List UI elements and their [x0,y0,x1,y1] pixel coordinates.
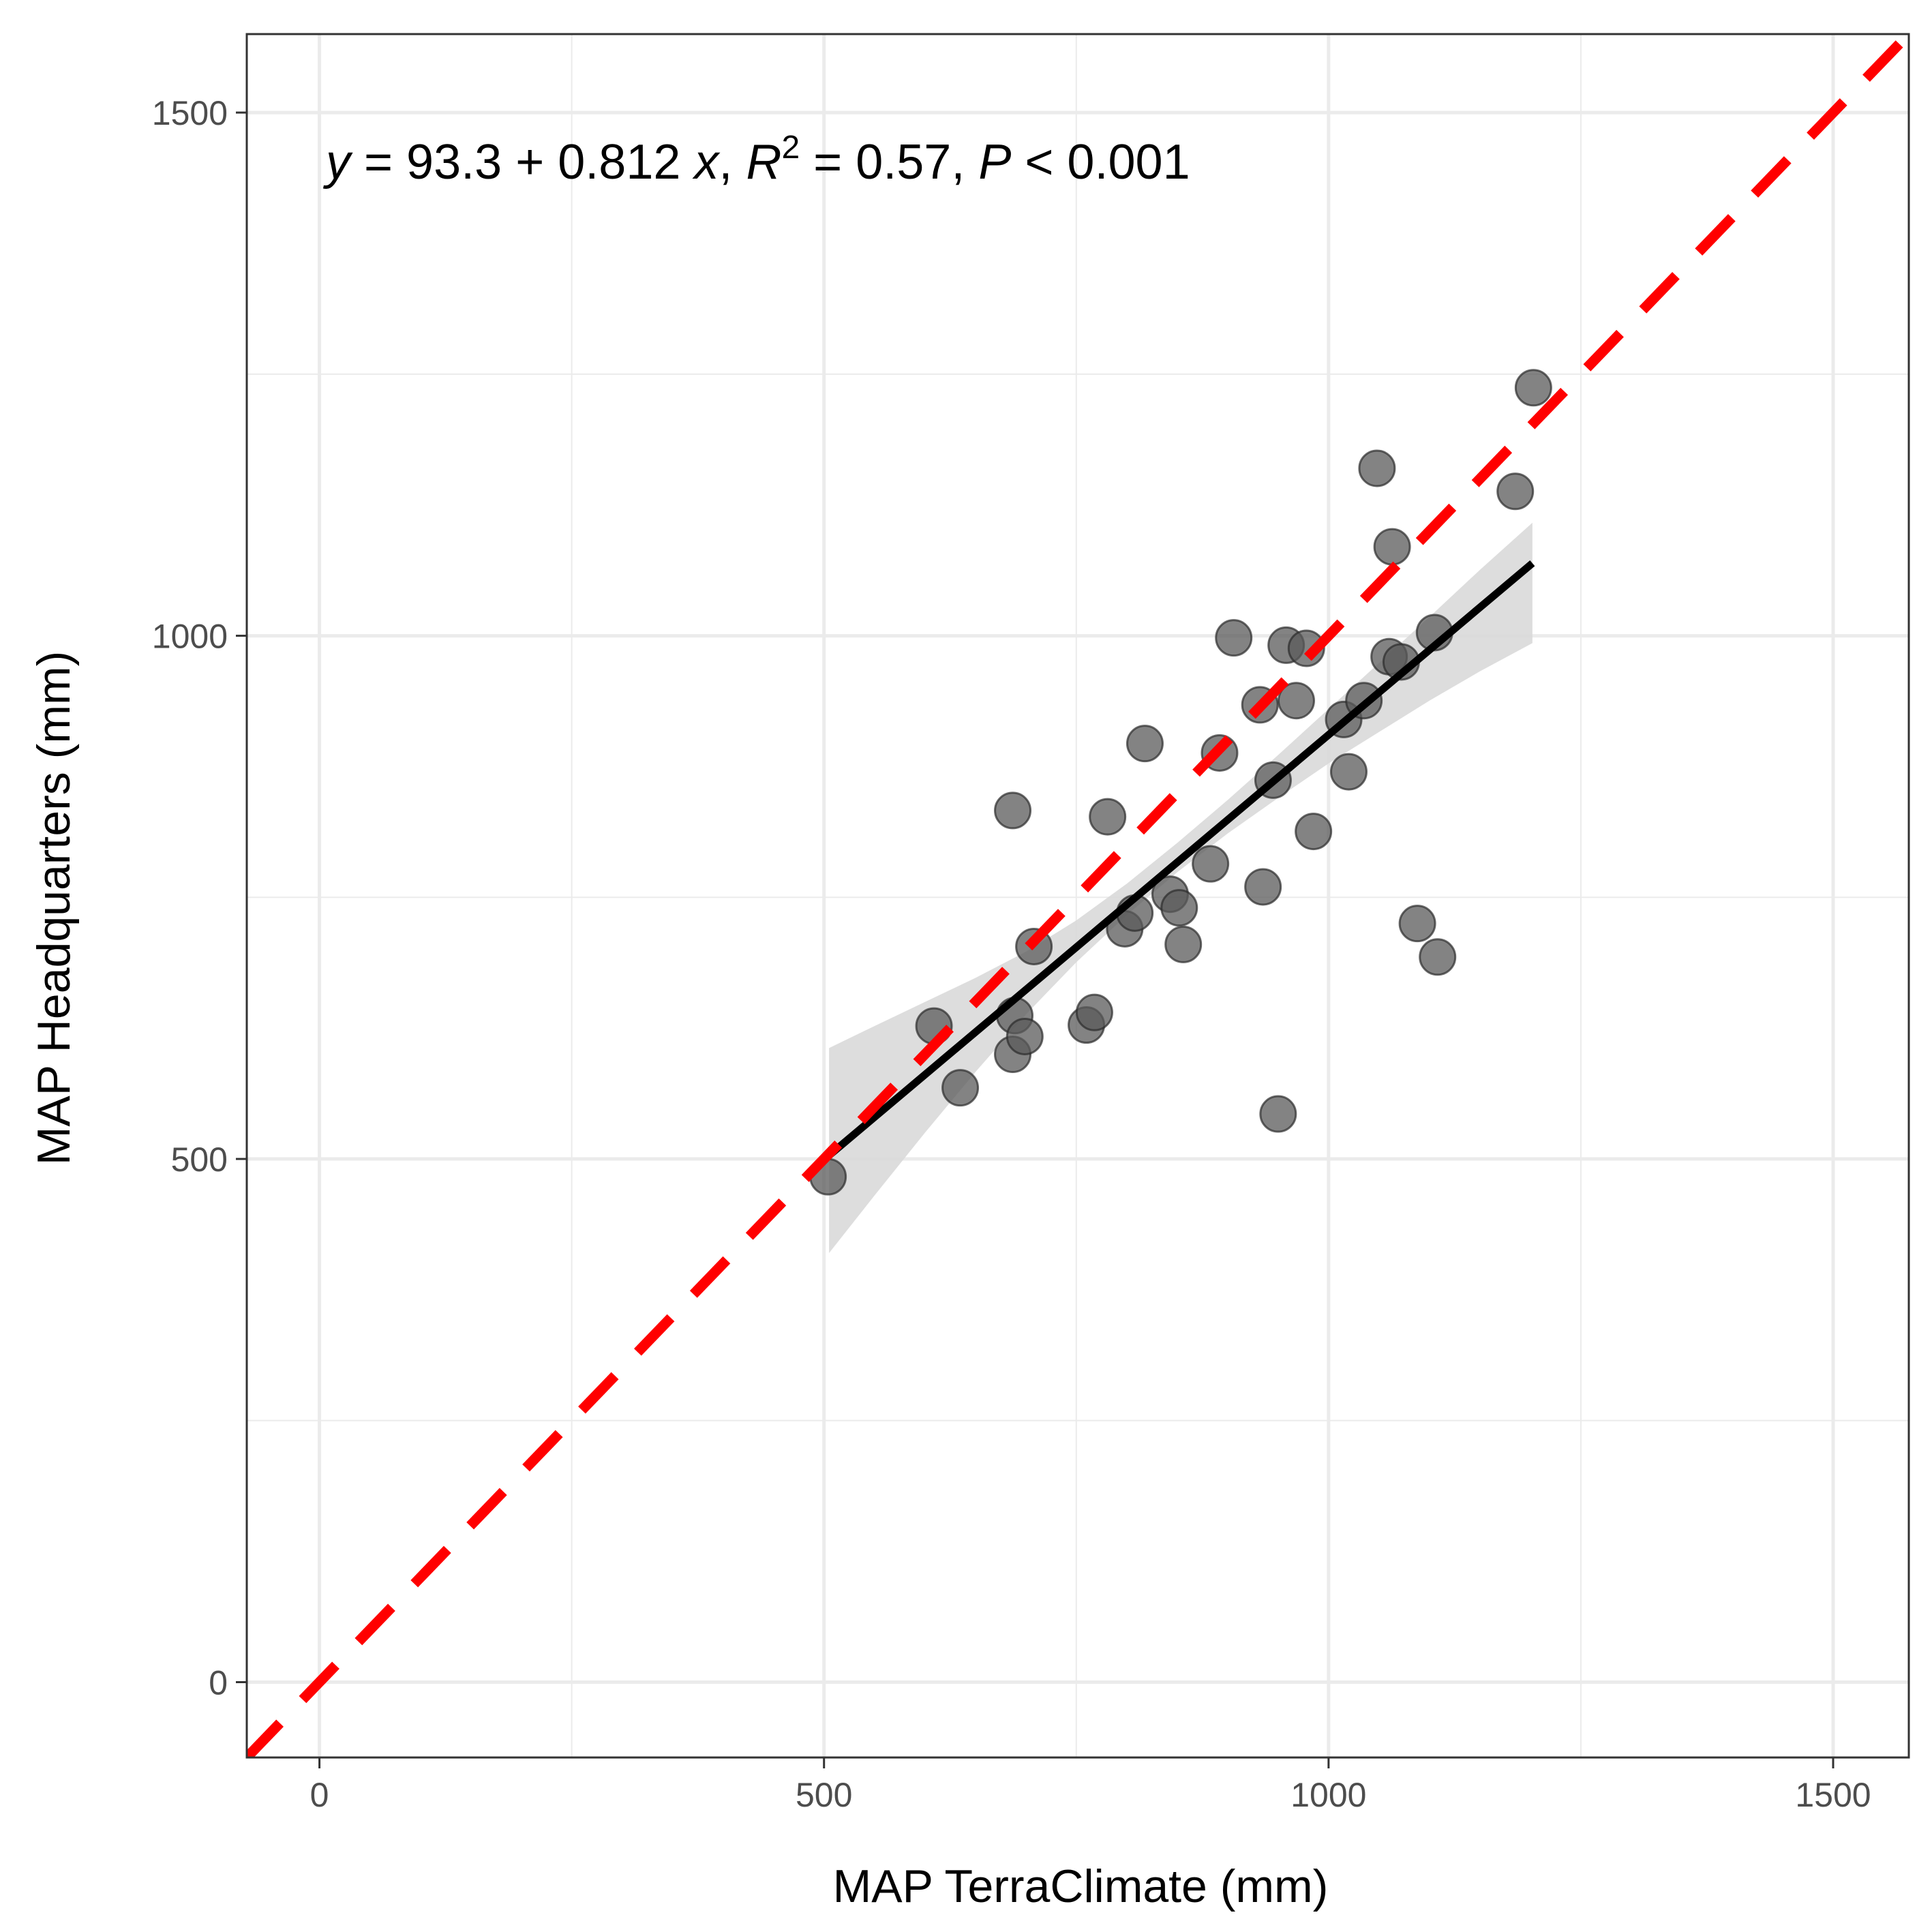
data-point [941,1069,980,1107]
data-point [1164,925,1203,963]
data-point [1373,528,1411,566]
eq-r-symbol: R [746,135,781,190]
x-tick-label: 1500 [1795,1776,1871,1814]
data-point [1192,845,1230,883]
eq-coefficients: = 93.3 + 0.812 [350,135,694,190]
reference-lines-layer [247,34,1909,1757]
panel-border [245,33,1910,1759]
data-point [1398,905,1436,943]
eq-x-symbol: x [692,135,721,190]
data-point [1287,629,1325,667]
data-point [1259,1095,1297,1133]
data-point [1514,369,1552,407]
regression-equation: y = 93.3 + 0.812 x, R2 = 0.57, P < 0.001 [322,130,1190,190]
x-tick-label: 0 [310,1776,329,1814]
data-point [1160,889,1198,927]
data-point [1126,725,1164,763]
eq-p-value: < 0.001 [1011,135,1190,190]
data-point [1295,813,1333,851]
eq-p-symbol: P [978,135,1011,190]
data-point [1277,682,1315,720]
data-point [1496,472,1535,511]
data-point [1419,938,1457,976]
regression-line [826,560,1535,1159]
eq-comma: , [719,135,746,190]
data-point [1358,449,1396,487]
y-tick-label: 1000 [152,618,228,656]
eq-y-symbol: y [322,135,353,190]
data-point [1329,753,1368,791]
major-gridlines [247,34,1909,1757]
eq-r-squared-value: = 0.57, [800,135,978,190]
y-tick-label: 1500 [152,94,228,132]
data-point [1075,993,1113,1031]
data-point [1244,868,1282,906]
axis-ticks-layer: 0 500 1000 1500 0 500 1000 1500 [152,94,1871,1814]
eq-r-superscript: 2 [781,130,800,166]
y-axis-title: MAP Headquarters (mm) [28,651,80,1166]
x-tick-label: 1000 [1290,1776,1366,1814]
y-tick-label: 0 [209,1663,228,1702]
data-point [1215,619,1253,657]
minor-gridlines [247,34,1909,1757]
x-axis-title: MAP TerraClimate (mm) [833,1860,1329,1912]
data-point [994,791,1032,830]
data-point [1089,798,1127,836]
x-tick-label: 500 [796,1776,852,1814]
y-tick-label: 500 [171,1141,228,1179]
data-point [1006,1017,1044,1055]
